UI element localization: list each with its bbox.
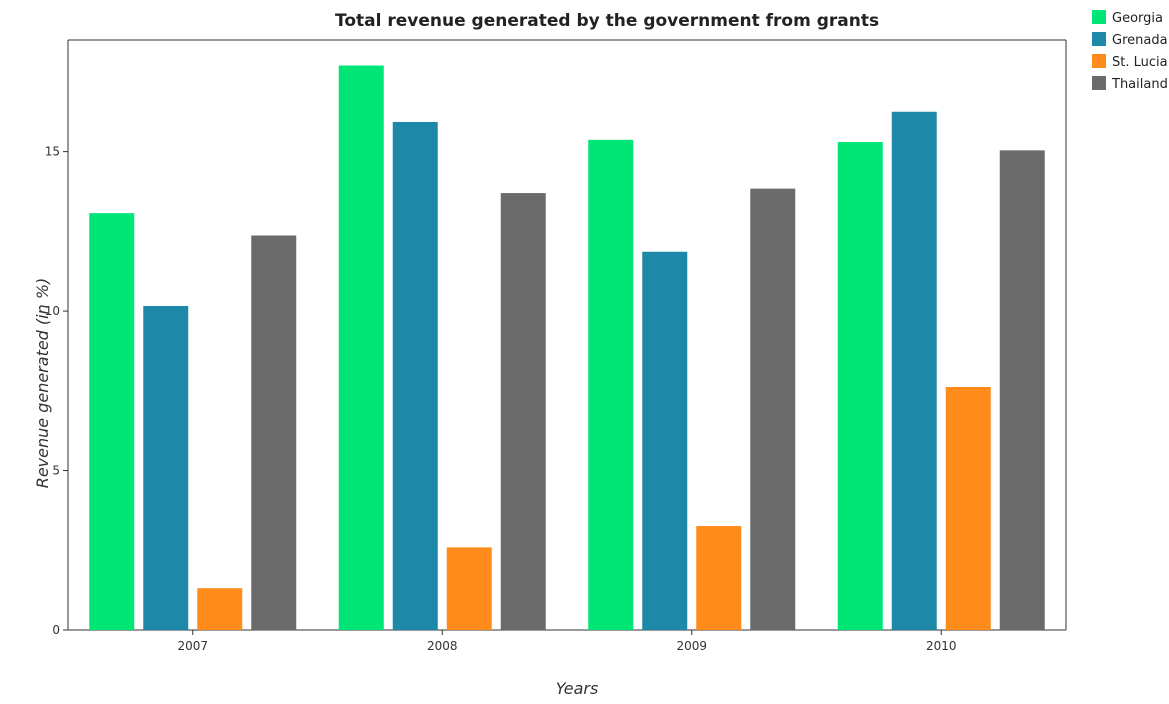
y-tick-label: 0 xyxy=(52,623,60,637)
bar-georgia-2008 xyxy=(338,65,384,631)
bar-thailand-2010 xyxy=(999,150,1045,630)
x-tick-label: 2008 xyxy=(427,639,458,653)
bar-grenada-2010 xyxy=(891,111,937,630)
legend-swatch xyxy=(1092,54,1106,68)
legend: Georgia Grenada St. Lucia Thailand xyxy=(1092,10,1168,92)
bar-thailand-2009 xyxy=(750,188,796,630)
chart-title: Total revenue generated by the governmen… xyxy=(335,11,879,31)
legend-swatch xyxy=(1092,76,1106,90)
bar-st-lucia-2007 xyxy=(197,588,243,630)
y-tick-label: 10 xyxy=(45,304,60,318)
bar-grenada-2009 xyxy=(642,251,688,631)
bar-thailand-2007 xyxy=(251,235,297,630)
bar-georgia-2009 xyxy=(588,139,634,630)
bar-st-lucia-2008 xyxy=(446,547,492,630)
bar-thailand-2008 xyxy=(500,193,546,630)
bar-grenada-2007 xyxy=(143,305,189,630)
legend-label: St. Lucia xyxy=(1112,55,1168,70)
y-tick-label: 5 xyxy=(52,464,60,478)
legend-label: Thailand xyxy=(1111,77,1168,92)
x-tick-label: 2007 xyxy=(177,639,208,653)
bar-georgia-2010 xyxy=(837,142,883,630)
bar-georgia-2007 xyxy=(89,213,135,630)
y-axis-label: Revenue generated (in %) xyxy=(33,278,52,489)
legend-swatch xyxy=(1092,32,1106,46)
plot-area: 0 5 10 15 2007 2008 2009 2010 xyxy=(45,39,1067,653)
x-tick-label: 2010 xyxy=(926,639,957,653)
x-axis-label: Years xyxy=(556,679,599,698)
legend-swatch xyxy=(1092,10,1106,24)
legend-label: Grenada xyxy=(1112,33,1168,48)
legend-label: Georgia xyxy=(1112,11,1163,26)
x-tick-label: 2009 xyxy=(676,639,707,653)
bar-grenada-2008 xyxy=(392,121,438,631)
bar-st-lucia-2009 xyxy=(696,526,742,630)
y-tick-label: 15 xyxy=(45,145,60,159)
bar-st-lucia-2010 xyxy=(945,386,991,630)
